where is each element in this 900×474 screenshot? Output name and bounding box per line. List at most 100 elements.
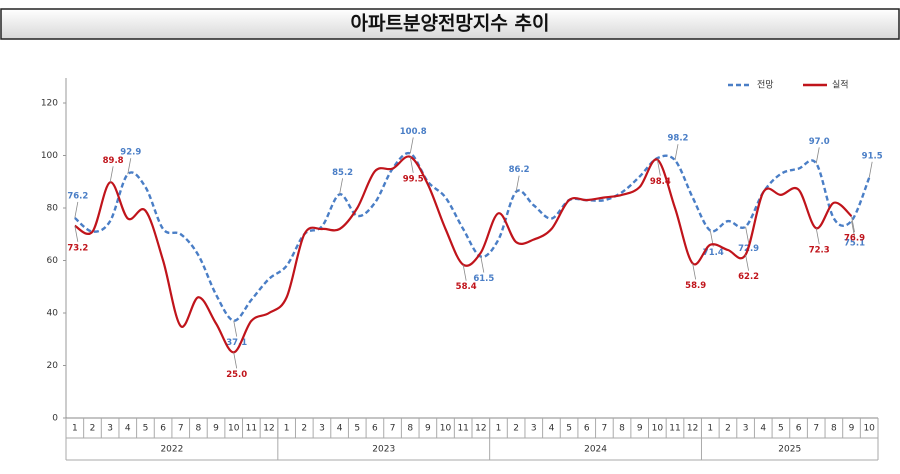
- x-tick-label: 1: [284, 424, 290, 434]
- data-label: 86.2: [509, 165, 530, 175]
- leader-line: [515, 175, 520, 192]
- series-line: [74, 155, 853, 354]
- x-tick-label: 12: [475, 424, 486, 434]
- x-tick-label: 8: [407, 424, 413, 434]
- x-tick-label: 3: [107, 424, 113, 434]
- x-tick-label: 7: [602, 424, 608, 434]
- leader-line: [109, 166, 114, 183]
- x-tick-label: 7: [390, 424, 396, 434]
- data-label: 71.4: [703, 248, 724, 258]
- x-tick-label: 9: [637, 424, 643, 434]
- leader-line: [127, 158, 132, 175]
- data-label: 98.4: [650, 177, 671, 187]
- x-tick-label: 4: [549, 424, 555, 434]
- x-tick-label: 10: [228, 424, 240, 434]
- x-tick-label: 5: [143, 424, 149, 434]
- year-label: 2025: [778, 445, 801, 455]
- leader-line: [851, 216, 855, 233]
- x-tick-label: 5: [778, 424, 784, 434]
- year-label: 2023: [372, 445, 395, 455]
- y-tick-label: 60: [47, 256, 59, 266]
- y-tick-label: 40: [47, 309, 59, 319]
- x-tick-label: 5: [566, 424, 572, 434]
- x-tick-label: 2: [90, 424, 96, 434]
- x-tick-label: 8: [619, 424, 625, 434]
- x-tick-label: 12: [687, 424, 698, 434]
- leader-line: [745, 226, 750, 243]
- x-tick-label: 10: [440, 424, 452, 434]
- year-label: 2022: [160, 445, 183, 455]
- x-tick-label: 10: [652, 424, 664, 434]
- x-tick-label: 6: [584, 424, 590, 434]
- leader-line: [74, 201, 79, 219]
- leader-line: [339, 178, 344, 195]
- data-label: 89.8: [103, 156, 124, 166]
- data-label: 98.2: [668, 134, 689, 144]
- x-tick-label: 10: [863, 424, 875, 434]
- leader-line: [233, 320, 238, 337]
- leader-line: [409, 137, 414, 154]
- data-label: 62.2: [738, 272, 759, 282]
- data-label: 99.5: [403, 174, 424, 184]
- y-tick-label: 20: [47, 361, 59, 371]
- x-tick-label: 7: [813, 424, 819, 434]
- x-tick-label: 2: [513, 424, 519, 434]
- x-tick-label: 9: [425, 424, 431, 434]
- x-tick-label: 9: [213, 424, 219, 434]
- leader-line: [233, 352, 238, 369]
- x-tick-label: 8: [831, 424, 837, 434]
- data-label: 92.9: [120, 148, 141, 158]
- x-tick-label: 9: [849, 424, 855, 434]
- y-tick-label: 120: [41, 99, 58, 109]
- x-tick-label: 6: [160, 424, 166, 434]
- leader-line: [674, 144, 679, 161]
- leader-line: [656, 159, 661, 176]
- title-bar: [0, 8, 900, 40]
- data-label: 85.2: [332, 168, 353, 178]
- leader-line: [815, 228, 820, 245]
- leader-line: [745, 254, 750, 271]
- x-tick-label: 11: [669, 424, 680, 434]
- leader-line: [815, 147, 820, 164]
- x-tick-label: 4: [760, 424, 766, 434]
- chart-title: 아파트분양전망지수 추이: [351, 13, 550, 35]
- data-label: 72.3: [809, 246, 830, 256]
- data-label: 25.0: [226, 370, 247, 380]
- y-tick-label: 100: [41, 151, 58, 161]
- x-tick-label: 3: [531, 424, 537, 434]
- data-label: 58.9: [685, 281, 706, 291]
- x-tick-label: 11: [246, 424, 257, 434]
- x-tick-label: 6: [372, 424, 378, 434]
- x-tick-label: 1: [496, 424, 502, 434]
- year-label: 2024: [584, 445, 607, 455]
- x-tick-label: 1: [72, 424, 78, 434]
- data-label: 91.5: [862, 151, 883, 161]
- legend-label: 전망: [757, 80, 774, 91]
- x-tick-label: 8: [196, 424, 202, 434]
- leader-line: [74, 225, 79, 242]
- data-label: 100.8: [400, 127, 427, 137]
- x-tick-label: 1: [707, 424, 713, 434]
- data-label: 97.0: [809, 137, 830, 147]
- leader-line: [692, 263, 697, 280]
- leader-line: [868, 161, 873, 178]
- x-tick-label: 7: [178, 424, 184, 434]
- leader-line: [480, 256, 485, 273]
- data-label: 58.4: [456, 282, 477, 292]
- series-line: [74, 151, 871, 322]
- x-tick-label: 3: [319, 424, 325, 434]
- x-tick-label: 12: [263, 424, 274, 434]
- y-tick-label: 80: [47, 204, 59, 214]
- x-tick-label: 3: [743, 424, 749, 434]
- legend-label: 실적: [832, 79, 849, 91]
- x-tick-label: 2: [725, 424, 731, 434]
- data-label: 37.1: [226, 338, 247, 348]
- x-tick-label: 2: [301, 424, 307, 434]
- data-label: 75.1: [844, 238, 865, 248]
- data-label: 76.9: [844, 234, 865, 244]
- x-tick-label: 4: [125, 424, 131, 434]
- x-tick-label: 5: [354, 424, 360, 434]
- leader-line: [462, 264, 467, 281]
- data-label: 73.2: [67, 243, 88, 253]
